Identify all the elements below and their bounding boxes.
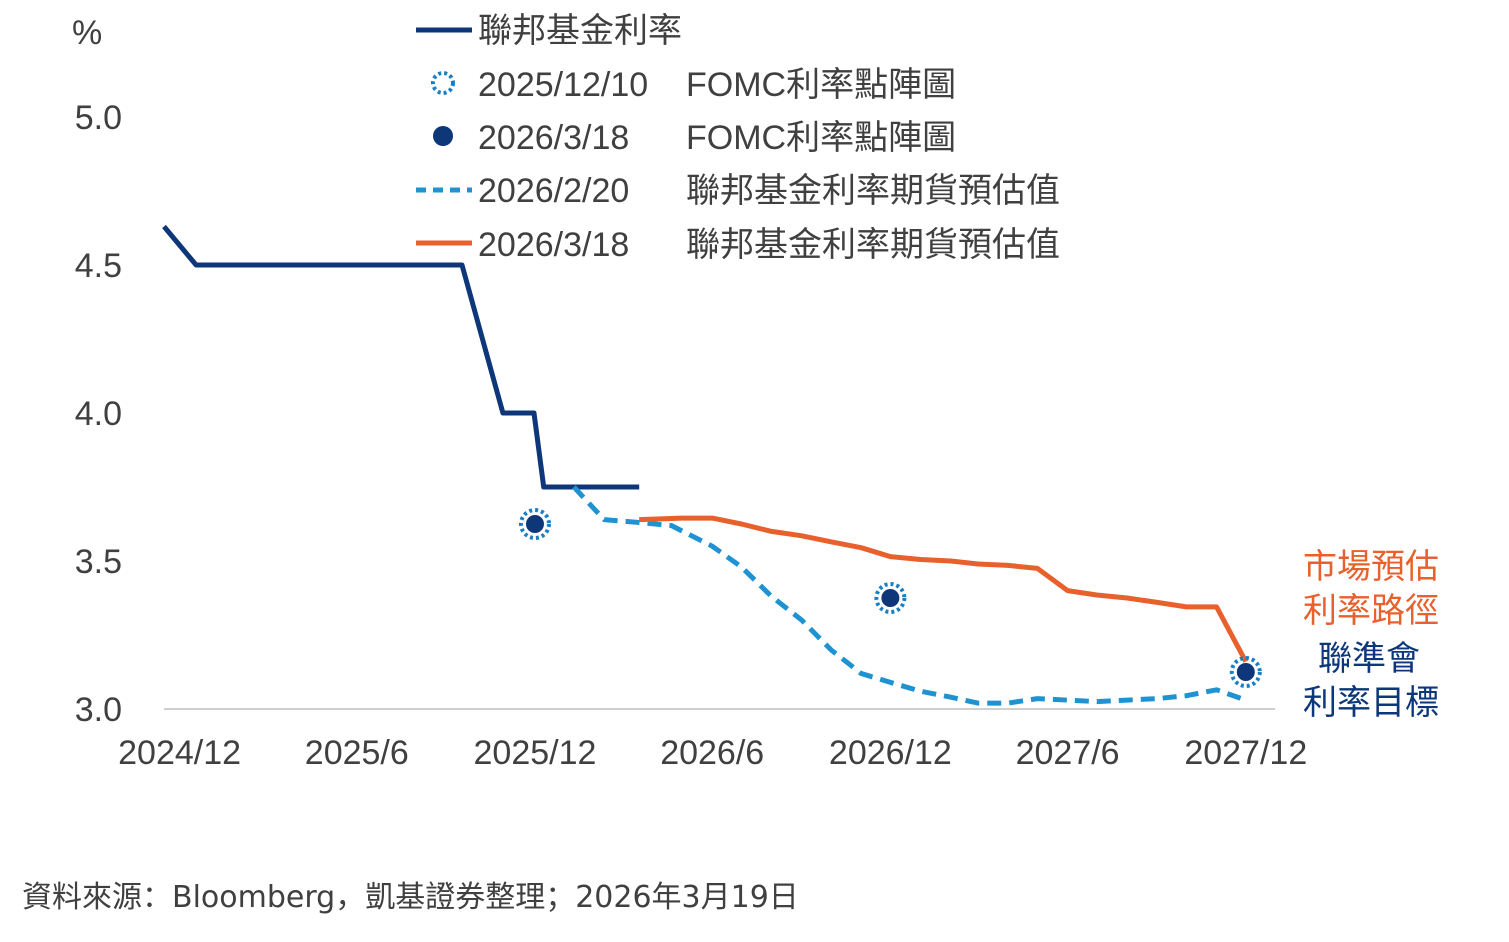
legend-swatch-mar-dots (433, 126, 453, 146)
legend-item-mar-dots: 2026/3/18 FOMC利率點陣圖 (433, 119, 956, 157)
legend-date-futures-feb: 2026/2/20 (478, 172, 629, 210)
legend-item-actual: 聯邦基金利率 (416, 12, 682, 50)
annotation-fed-target: 聯準會 利率目標 (1303, 639, 1439, 723)
x-tick-labels: 2024/12 2025/6 2025/12 2026/6 2026/12 2027/6 2… (118, 734, 1307, 772)
mar-fomc-dot (881, 589, 900, 607)
annotation-market-line-2: 利率路徑 (1303, 591, 1439, 631)
x-tick-label: 2027/6 (1016, 734, 1120, 772)
legend: 聯邦基金利率 2025/12/10 FOMC利率點陣圖 2026/3/18 FO… (416, 12, 1060, 264)
y-tick-label: 5.0 (75, 99, 122, 137)
legend-label-futures-feb: 聯邦基金利率期貨預估值 (686, 172, 1060, 210)
legend-item-dec-dots: 2025/12/10 FOMC利率點陣圖 (431, 66, 956, 104)
legend-label-mar-dots: FOMC利率點陣圖 (686, 119, 956, 157)
legend-date-dec-dots: 2025/12/10 (478, 66, 648, 104)
y-tick-label: 4.5 (75, 247, 122, 285)
legend-date-mar-dots: 2026/3/18 (478, 119, 629, 157)
y-tick-label: 4.0 (75, 395, 122, 433)
mar-fomc-dot (525, 515, 544, 533)
y-axis-unit-label: % (72, 14, 102, 52)
legend-label-dec-dots: FOMC利率點陣圖 (686, 66, 956, 104)
annotation-fed-line-2: 利率目標 (1303, 683, 1439, 723)
y-tick-label: 3.0 (75, 691, 122, 729)
legend-item-futures-mar: 2026/3/18 聯邦基金利率期貨預估值 (416, 226, 1060, 264)
x-tick-label: 2026/12 (829, 734, 952, 772)
annotation-market-path: 市場預估 利率路徑 (1303, 547, 1439, 631)
annotation-market-line-1: 市場預估 (1303, 547, 1439, 587)
x-tick-label: 2026/6 (660, 734, 764, 772)
y-tick-label: 3.5 (75, 543, 122, 581)
legend-date-futures-mar: 2026/3/18 (478, 226, 629, 264)
mar-fomc-dot (1236, 663, 1255, 681)
dec-fomc-dot (1229, 656, 1262, 688)
legend-label-futures-mar: 聯邦基金利率期貨預估值 (686, 226, 1060, 264)
x-tick-label: 2024/12 (118, 734, 241, 772)
futures-mar-line (639, 515, 1249, 663)
legend-item-futures-feb: 2026/2/20 聯邦基金利率期貨預估值 (416, 172, 1060, 210)
annotation-fed-line-1: 聯準會 (1318, 639, 1420, 679)
series-layer (162, 224, 1262, 706)
futures-feb-line (572, 485, 1247, 706)
x-tick-label: 2025/6 (305, 734, 409, 772)
legend-label-actual: 聯邦基金利率 (478, 12, 682, 50)
dec-fomc-dot (518, 508, 551, 540)
dec-fomc-dot (874, 582, 907, 614)
y-tick-labels: 3.0 3.5 4.0 4.5 5.0 (75, 99, 122, 729)
x-tick-label: 2025/12 (474, 734, 597, 772)
source-note: 資料來源：Bloomberg，凱基證券整理；2026年3月19日 (22, 880, 799, 915)
actual-rate-line (162, 224, 640, 490)
x-tick-label: 2027/12 (1184, 734, 1307, 772)
legend-swatch-dec-dots (431, 71, 455, 95)
